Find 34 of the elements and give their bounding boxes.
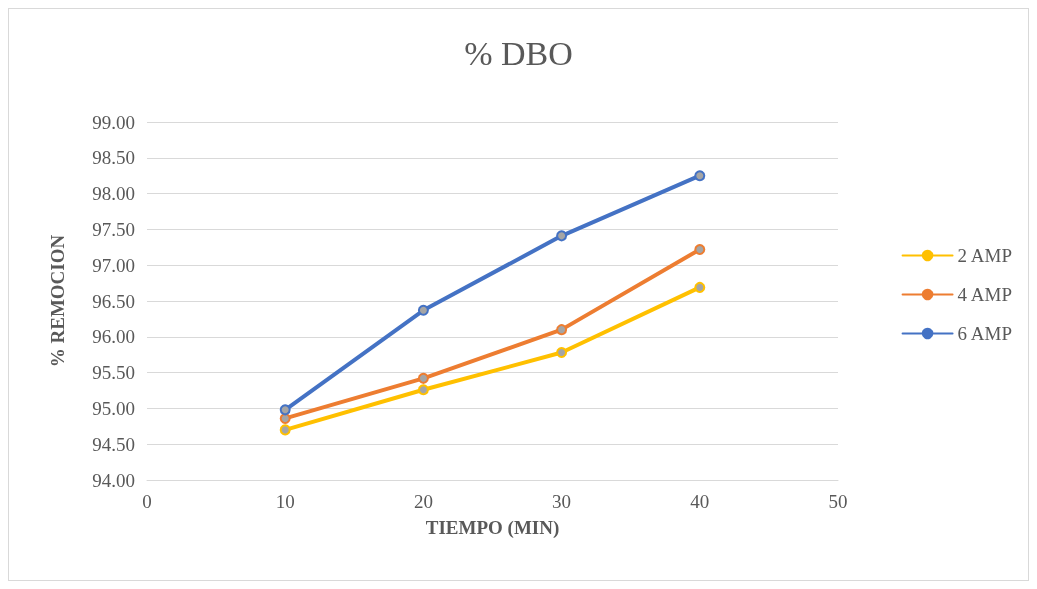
legend-label: 4 AMP xyxy=(957,284,1012,305)
y-tick-label: 94.00 xyxy=(92,469,135,491)
point xyxy=(279,424,291,436)
point xyxy=(694,281,706,293)
x-tick-label: 0 xyxy=(142,491,152,512)
y-tick-label: 96.00 xyxy=(92,326,135,348)
point xyxy=(556,230,568,242)
y-axis-title: % REMOCION xyxy=(47,234,68,368)
y-tick-label: 94.50 xyxy=(92,433,135,455)
y-tick-label: 95.50 xyxy=(92,362,135,384)
x-tick-label: 30 xyxy=(552,491,572,512)
x-tick-label: 10 xyxy=(275,491,295,512)
y-tick-label: 97.00 xyxy=(92,254,135,276)
x-tick-label: 40 xyxy=(690,491,710,512)
y-tick-label: 99.00 xyxy=(92,111,135,133)
chart-title: % DBO xyxy=(464,34,573,72)
point xyxy=(417,384,429,396)
point xyxy=(417,304,429,316)
x-tick-label: 50 xyxy=(828,491,848,512)
x-axis-title: TIEMPO (MIN) xyxy=(425,517,560,539)
point xyxy=(279,404,291,416)
y-tick-label: 98.50 xyxy=(92,147,135,169)
y-tick-label: 96.50 xyxy=(92,290,135,312)
y-tick-label: 97.50 xyxy=(92,218,135,240)
point xyxy=(694,243,706,255)
legend-label: 2 AMP xyxy=(957,245,1012,266)
x-tick-label: 20 xyxy=(413,491,433,512)
point xyxy=(556,324,568,336)
legend-label: 6 AMP xyxy=(957,323,1012,344)
point xyxy=(556,347,568,359)
y-tick-label: 98.00 xyxy=(92,183,135,205)
point xyxy=(417,372,429,384)
y-tick-label: 95.00 xyxy=(92,397,135,419)
point xyxy=(694,170,706,182)
